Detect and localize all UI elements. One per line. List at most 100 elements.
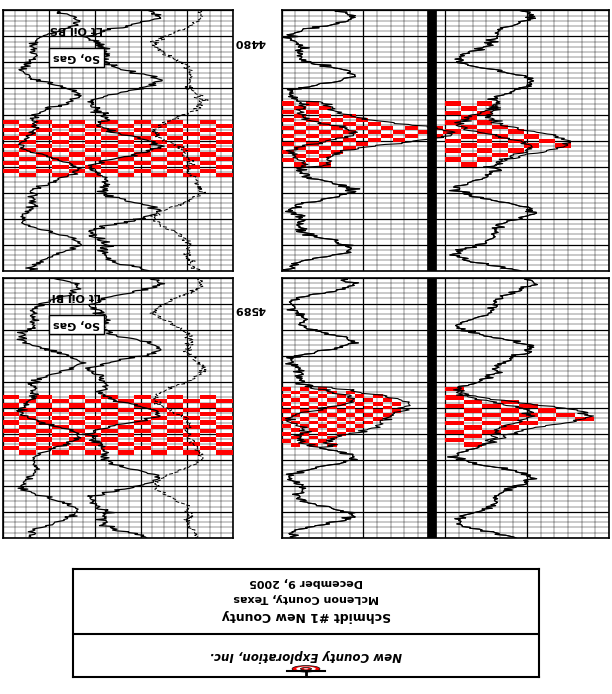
Text: 4480: 4480: [234, 37, 265, 46]
Bar: [282, 101, 294, 105]
Bar: [327, 398, 337, 402]
Bar: [464, 443, 482, 447]
Bar: [364, 398, 373, 402]
Bar: [20, 149, 36, 153]
Bar: [151, 173, 167, 177]
Bar: [446, 421, 464, 425]
Text: McLenon County, Texas: McLenon County, Texas: [233, 593, 379, 604]
Bar: [355, 402, 364, 405]
Bar: [167, 169, 184, 173]
Bar: [134, 446, 151, 450]
Bar: [306, 142, 319, 146]
Bar: [482, 430, 501, 434]
Bar: [184, 149, 200, 153]
Bar: [184, 157, 200, 160]
Bar: [337, 424, 346, 428]
Bar: [343, 138, 356, 142]
Bar: [291, 443, 300, 447]
Bar: [118, 442, 134, 446]
Bar: [69, 144, 85, 149]
Bar: [294, 154, 306, 158]
Bar: [346, 391, 355, 394]
Bar: [508, 139, 523, 144]
Bar: [392, 409, 401, 413]
Bar: [134, 128, 151, 132]
Bar: [102, 153, 118, 157]
Text: Schmidt #1 New County: Schmidt #1 New County: [222, 609, 390, 623]
Bar: [368, 130, 381, 134]
Bar: [343, 130, 356, 134]
Bar: [356, 126, 368, 130]
Bar: [294, 122, 306, 126]
Bar: [3, 412, 20, 416]
Bar: [446, 148, 461, 153]
Bar: [3, 446, 20, 450]
Bar: [85, 433, 102, 437]
Bar: [492, 125, 508, 129]
Bar: [184, 407, 200, 412]
Bar: [36, 169, 52, 173]
Bar: [36, 160, 52, 164]
Bar: [309, 443, 318, 447]
Bar: [446, 430, 464, 434]
Text: Lt Oil BI: Lt Oil BI: [52, 291, 101, 301]
Bar: [355, 409, 364, 413]
Bar: [300, 387, 309, 391]
Bar: [418, 130, 430, 134]
Bar: [151, 157, 167, 160]
Bar: [319, 138, 331, 142]
Bar: [52, 149, 69, 153]
Bar: [134, 412, 151, 416]
Bar: [20, 164, 36, 169]
Bar: [167, 160, 184, 164]
Bar: [200, 412, 216, 416]
Bar: [200, 437, 216, 442]
Bar: [151, 140, 167, 144]
Bar: [355, 417, 364, 421]
Bar: [355, 394, 364, 398]
Bar: [200, 136, 216, 140]
Bar: [382, 398, 392, 402]
Bar: [318, 439, 327, 443]
Bar: [3, 421, 20, 425]
Bar: [291, 421, 300, 424]
Bar: [306, 158, 319, 162]
Bar: [501, 408, 520, 412]
Bar: [343, 114, 356, 118]
Bar: [200, 169, 216, 173]
Bar: [102, 412, 118, 416]
Bar: [405, 134, 418, 138]
Bar: [477, 148, 492, 153]
Bar: [167, 412, 184, 416]
Bar: [52, 407, 69, 412]
Bar: [318, 417, 327, 421]
Bar: [291, 436, 300, 439]
Bar: [184, 416, 200, 421]
Bar: [216, 173, 233, 177]
Bar: [151, 450, 167, 455]
Bar: [69, 120, 85, 124]
Text: So, Gas: So, Gas: [53, 52, 100, 62]
Bar: [85, 157, 102, 160]
Bar: [52, 450, 69, 455]
Bar: [282, 424, 291, 428]
Bar: [464, 425, 482, 430]
Bar: [461, 153, 477, 158]
Bar: [151, 425, 167, 429]
Bar: [346, 428, 355, 432]
Bar: [36, 421, 52, 425]
Bar: [216, 407, 233, 412]
Bar: [167, 446, 184, 450]
Bar: [151, 132, 167, 136]
Bar: [85, 132, 102, 136]
Bar: [52, 124, 69, 128]
Bar: [282, 417, 291, 421]
Bar: [69, 412, 85, 416]
Bar: [306, 101, 319, 105]
Bar: [309, 391, 318, 394]
Bar: [69, 395, 85, 399]
Bar: [501, 425, 520, 430]
Bar: [134, 160, 151, 164]
Bar: [36, 136, 52, 140]
Bar: [52, 425, 69, 429]
